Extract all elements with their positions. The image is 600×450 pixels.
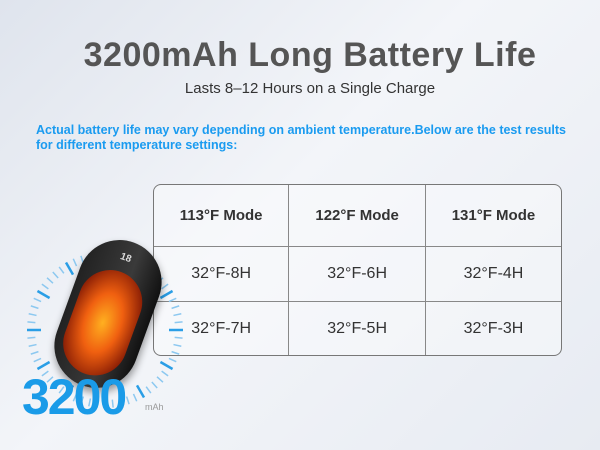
capacity-unit: mAh [145,402,164,412]
dial-tick [58,386,65,394]
dial-tick [52,271,59,279]
battery-life-table: 113°F Mode 122°F Mode 131°F Mode 32°F-8H… [153,184,562,356]
dial-tick [111,399,114,408]
dial-tick [171,350,180,355]
dial-tick [36,289,51,300]
dial-tick [173,343,182,347]
column-header: 131°F Mode [425,185,561,247]
dial-tick [64,261,75,276]
dial-tick [80,396,85,405]
dial-tick [161,283,169,290]
dial-tick [33,297,42,303]
dial-tick [88,398,92,407]
dial-tick [36,360,51,371]
dial-tick [132,393,138,402]
page-title: 3200mAh Long Battery Life [83,36,537,74]
dial-tick [72,393,78,402]
dial-tick [30,350,39,355]
dial-tick [159,360,174,371]
dial-tick [27,321,36,324]
table-cell: 32°F-5H [289,302,426,355]
dial-tick [28,313,37,317]
capacity-number: 3200 [22,369,127,425]
dial-tick [135,384,146,399]
dial-tick [46,277,54,284]
dial-tick [174,321,183,324]
dial-tick [168,297,177,303]
dial-tick [171,305,180,310]
table-cell: 32°F-8H [154,247,290,303]
column-header: 122°F Mode [289,185,426,247]
dial-tick [96,399,99,408]
dial-tick [161,370,169,377]
table-header-row: 113°F Mode 122°F Mode 131°F Mode [154,185,561,247]
table-cell: 32°F-3H [463,319,524,337]
dial-tick [168,357,177,363]
dial-tick [72,258,78,267]
dial-tick [125,396,130,405]
dial-tick [28,343,37,347]
dial-tick [173,313,182,317]
dial-tick [46,376,54,383]
battery-note: Actual battery life may vary depending o… [36,123,567,152]
dial-tick [52,381,59,389]
dial-tick [58,266,65,274]
dial-tick [30,305,39,310]
table-cell: 32°F-4H [425,247,561,303]
table-row: 32°F-8H 32°F-6H 32°F-4H [154,247,561,303]
dial-tick [174,336,183,339]
dial-tick [156,376,164,383]
dial-tick [41,283,49,290]
dial-tick [151,381,158,389]
dial-tick [118,398,122,407]
column-header: 113°F Mode [154,185,290,247]
table-row: 32°F-7H 32°F-5H 32°F-3H [154,302,561,355]
dial-tick [145,386,152,394]
dial-tick [33,357,42,363]
dial-tick [41,370,49,377]
dial-tick [159,289,174,300]
page-subtitle: Lasts 8–12 Hours on a Single Charge [184,80,436,97]
dial-ticks-graphic [27,252,183,408]
dial-tick [64,384,75,399]
device-display: 18 [118,251,133,266]
table-cell: 32°F-6H [289,247,426,303]
table-cell: 32°F-7H [154,302,290,355]
dial-tick [27,336,36,339]
